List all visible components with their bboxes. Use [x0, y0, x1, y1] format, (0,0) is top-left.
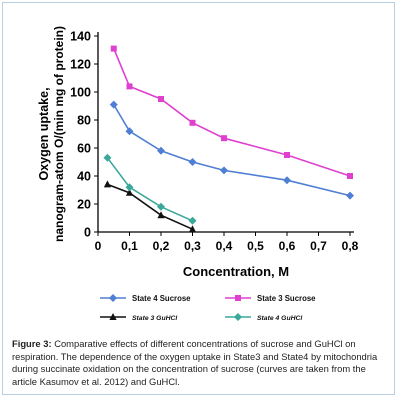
series-3-point [103, 180, 112, 188]
series-2-point [189, 119, 196, 126]
series-4-point [103, 153, 112, 162]
x-tick-label: 0,3 [184, 239, 201, 253]
y-tick-label: 140 [70, 30, 91, 44]
x-axis-label: Concentration, M [183, 264, 289, 279]
series-line-1 [113, 104, 351, 197]
series-1-point [125, 127, 134, 136]
series-2-point [221, 135, 227, 142]
y-tick-label: 0 [84, 226, 91, 240]
y-tick-label: 40 [77, 170, 91, 184]
x-tick-label: 0,8 [342, 239, 359, 253]
legend-marker [109, 294, 117, 302]
series-2-point [347, 173, 353, 179]
y-tick-label: 120 [70, 58, 91, 72]
x-tick-label: 0,7 [310, 239, 327, 253]
series-1-point [220, 166, 228, 175]
series-4-point [188, 216, 197, 225]
x-tick-label: 0,1 [121, 239, 138, 253]
series-3-point [188, 225, 197, 233]
series-1-point [188, 158, 197, 166]
series-line-3 [107, 183, 193, 230]
series-2-point [158, 96, 164, 102]
y-tick-label: 60 [77, 142, 91, 156]
series-3-point [125, 188, 134, 196]
caption-text: Comparative effects of different concent… [12, 338, 378, 387]
legend-label: State 4 Sucrose [132, 294, 191, 303]
x-tick-label: 0,4 [216, 239, 233, 253]
line-chart: 0 20 40 60 80 100 120 140 0 0,1 0,2 0,3 0,4 0,5 0,6 0,7… [37, 26, 359, 322]
y-axis-label-line1: Oxygen uptake, [37, 87, 51, 180]
y-tick-label: 20 [77, 198, 91, 212]
y-tick-label: 100 [70, 86, 91, 100]
series-1-point [157, 146, 165, 155]
legend-marker [235, 295, 241, 301]
series-4-point [157, 202, 165, 211]
series-1-point [283, 176, 291, 185]
y-axis-label-line2: nanogram-atom O/(min mg of protein) [52, 26, 66, 242]
legend-label: State 3 Sucrose [257, 294, 316, 303]
x-tick-label: 0 [95, 239, 102, 253]
legend-label: State 3 GuHCl [132, 315, 177, 322]
series-2-point [284, 152, 290, 158]
caption-label: Figure 3: [12, 338, 52, 349]
series-4-point [125, 183, 134, 192]
figure-frame [2, 2, 395, 395]
legend-marker [234, 313, 242, 321]
series-2-point [126, 83, 133, 90]
series-2-point [110, 45, 117, 52]
x-tick-label: 0,2 [153, 239, 170, 253]
y-tick-label: 80 [77, 114, 91, 128]
x-tick-label: 0,6 [279, 239, 296, 253]
series-3-point [157, 211, 165, 219]
x-tick-label: 0,5 [247, 239, 264, 253]
series-line-4 [106, 157, 193, 222]
figure-caption: Figure 3: Comparative effects of differe… [12, 338, 386, 388]
series-line-2 [113, 48, 351, 177]
series-1-point [346, 191, 354, 200]
legend-marker [109, 313, 117, 320]
legend-label: State 4 GuHCl [257, 315, 302, 322]
series-1-point [109, 100, 118, 109]
